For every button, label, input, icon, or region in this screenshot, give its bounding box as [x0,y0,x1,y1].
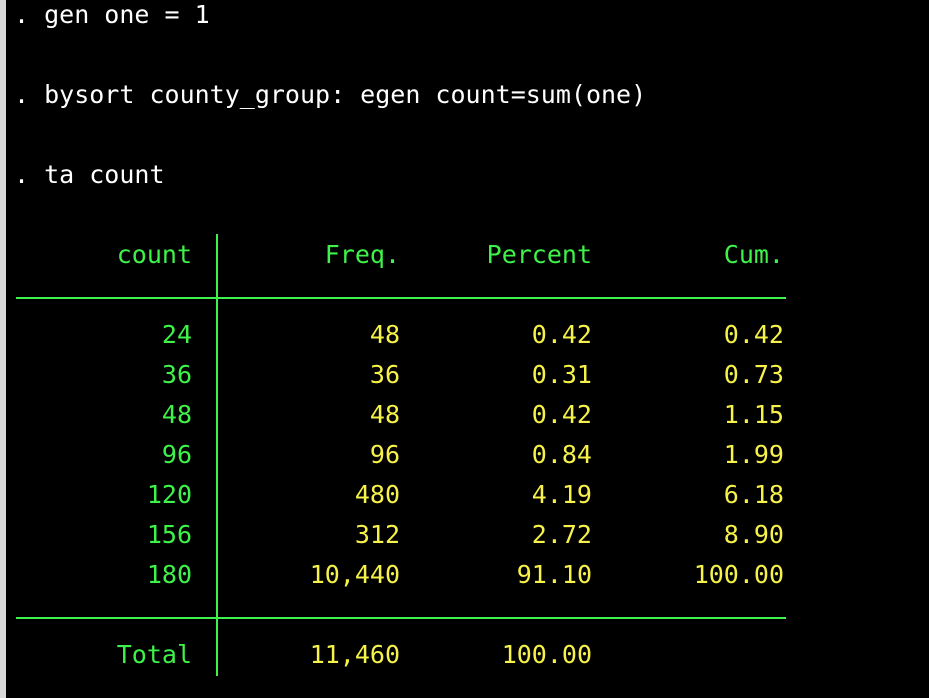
row-value: 120 [146,480,192,509]
total-rule [16,617,786,619]
row-value: 96 [161,440,192,469]
command-line-tabulate: . ta count [14,160,165,189]
row-value: 180 [146,560,192,589]
row-percent: 0.42 [531,400,592,429]
command-line-gen: . gen one = 1 [14,0,210,29]
row-cum: 1.15 [723,400,784,429]
row-cum: 0.42 [723,320,784,349]
row-freq: 312 [354,520,400,549]
row-cum: 0.73 [723,360,784,389]
row-freq: 96 [369,440,400,469]
vertical-rule [216,234,218,676]
header-freq: Freq. [324,240,400,269]
row-cum: 100.00 [693,560,784,589]
row-value: 48 [161,400,192,429]
header-percent: Percent [486,240,592,269]
header-cum: Cum. [723,240,784,269]
row-freq: 10,440 [309,560,400,589]
row-value: 36 [161,360,192,389]
row-freq: 480 [354,480,400,509]
row-cum: 8.90 [723,520,784,549]
row-percent: 0.31 [531,360,592,389]
row-percent: 0.84 [531,440,592,469]
row-cum: 1.99 [723,440,784,469]
row-freq: 48 [369,400,400,429]
header-count: count [116,240,192,269]
total-label: Total [116,640,192,669]
row-percent: 0.42 [531,320,592,349]
row-percent: 91.10 [516,560,592,589]
row-freq: 48 [369,320,400,349]
total-freq: 11,460 [309,640,400,669]
row-percent: 4.19 [531,480,592,509]
row-percent: 2.72 [531,520,592,549]
row-value: 156 [146,520,192,549]
row-cum: 6.18 [723,480,784,509]
total-percent: 100.00 [501,640,592,669]
row-value: 24 [161,320,192,349]
command-line-bysort: . bysort county_group: egen count=sum(on… [14,80,647,109]
header-rule [16,297,786,299]
row-freq: 36 [369,360,400,389]
